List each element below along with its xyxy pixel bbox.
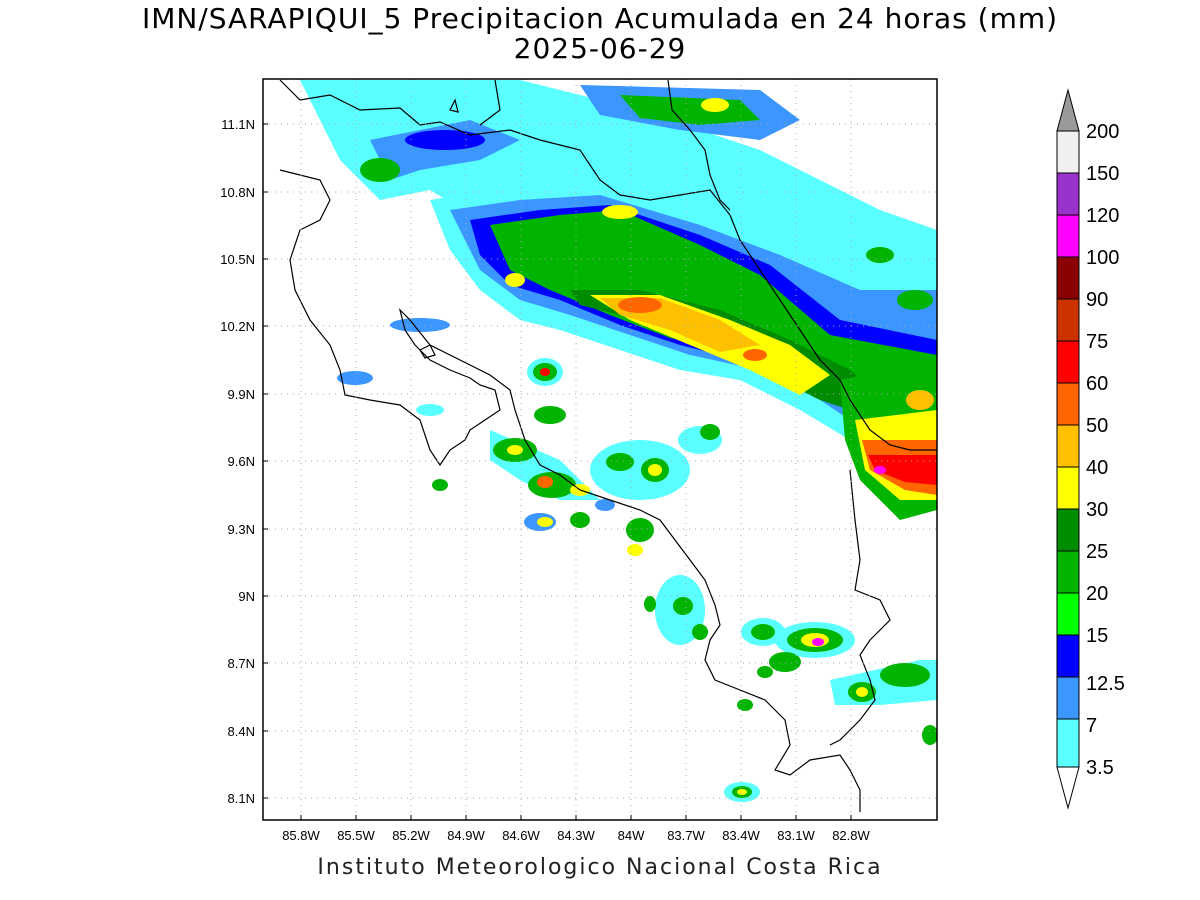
precipitation-field [300, 80, 937, 802]
colorbar-label: 20 [1086, 583, 1108, 605]
colorbar-swatch [1056, 508, 1080, 552]
lat-label: 11.1N [221, 117, 255, 132]
map-frame [262, 78, 938, 821]
colorbar-swatch [1056, 592, 1080, 636]
map-title: IMN/SARAPIQUI_5 Precipitacion Acumulada … [141, 2, 1059, 35]
lon-label: 84.3W [557, 828, 595, 843]
colorbar-swatch [1056, 172, 1080, 216]
colorbar-top-arrow [1056, 88, 1080, 132]
colorbar-label: 50 [1086, 415, 1108, 437]
colorbar-label: 90 [1086, 289, 1108, 311]
lat-label: 10.8N [220, 185, 255, 200]
colorbar-label: 12.5 [1086, 673, 1125, 695]
lon-label: 83.7W [667, 828, 705, 843]
lon-label: 84.9W [447, 828, 485, 843]
lon-label: 83.4W [722, 828, 760, 843]
lat-label: 8.1N [228, 791, 255, 806]
colorbar-label: 15 [1086, 625, 1108, 647]
latitude-labels: 11.1N 10.8N 10.5N 10.2N 9.9N 9.6N 9.3N 9… [220, 117, 255, 806]
colorbar-label: 7 [1086, 715, 1097, 737]
colorbar-swatch [1056, 298, 1080, 342]
colorbar-swatch [1056, 214, 1080, 258]
lon-label: 85.8W [282, 828, 320, 843]
colorbar-label: 75 [1086, 331, 1108, 353]
colorbar-swatch [1056, 130, 1080, 174]
colorbar-label: 100 [1086, 247, 1119, 269]
colorbar-labels: 200 150 120 100 90 75 60 50 40 30 25 20 … [1086, 121, 1125, 779]
lon-label: 85.5W [337, 828, 375, 843]
lat-label: 9.6N [228, 454, 255, 469]
lat-label: 9.9N [228, 387, 255, 402]
lon-label: 82.8W [832, 828, 870, 843]
colorbar-swatch [1056, 340, 1080, 384]
colorbar-swatch [1056, 718, 1080, 768]
colorbar-label: 200 [1086, 121, 1119, 143]
map-date: 2025-06-29 [513, 32, 687, 65]
colorbar-label: 120 [1086, 205, 1119, 227]
colorbar-bottom-arrow [1056, 766, 1080, 810]
colorbar-swatch [1056, 634, 1080, 678]
axis-ticks [263, 123, 852, 820]
lon-label: 84W [618, 828, 645, 843]
institution-footer: Instituto Meteorologico Nacional Costa R… [317, 855, 883, 880]
colorbar-label: 150 [1086, 163, 1119, 185]
colorbar-swatch [1056, 550, 1080, 594]
lat-label: 9.3N [228, 522, 255, 537]
colorbar-label: 40 [1086, 457, 1108, 479]
lat-label: 8.4N [228, 724, 255, 739]
colorbar-label: 25 [1086, 541, 1108, 563]
colorbar-swatch [1056, 256, 1080, 300]
lon-label: 85.2W [392, 828, 430, 843]
colorbar-label: 30 [1086, 499, 1108, 521]
coastline [279, 79, 937, 812]
lon-label: 84.6W [502, 828, 540, 843]
grid-lines [263, 79, 937, 820]
colorbar-swatch [1056, 676, 1080, 720]
colorbar-label: 3.5 [1086, 757, 1114, 779]
lat-label: 9N [238, 589, 255, 604]
longitude-labels: 85.8W 85.5W 85.2W 84.9W 84.6W 84.3W 84W … [282, 828, 870, 843]
lat-label: 10.2N [220, 319, 255, 334]
colorbar-swatch [1056, 466, 1080, 510]
colorbar-label: 60 [1086, 373, 1108, 395]
lon-label: 83.1W [777, 828, 815, 843]
colorbar-swatch [1056, 382, 1080, 426]
lat-label: 10.5N [220, 252, 255, 267]
colorbar-swatch [1056, 424, 1080, 468]
lat-label: 8.7N [228, 656, 255, 671]
colorbar [1056, 88, 1080, 810]
